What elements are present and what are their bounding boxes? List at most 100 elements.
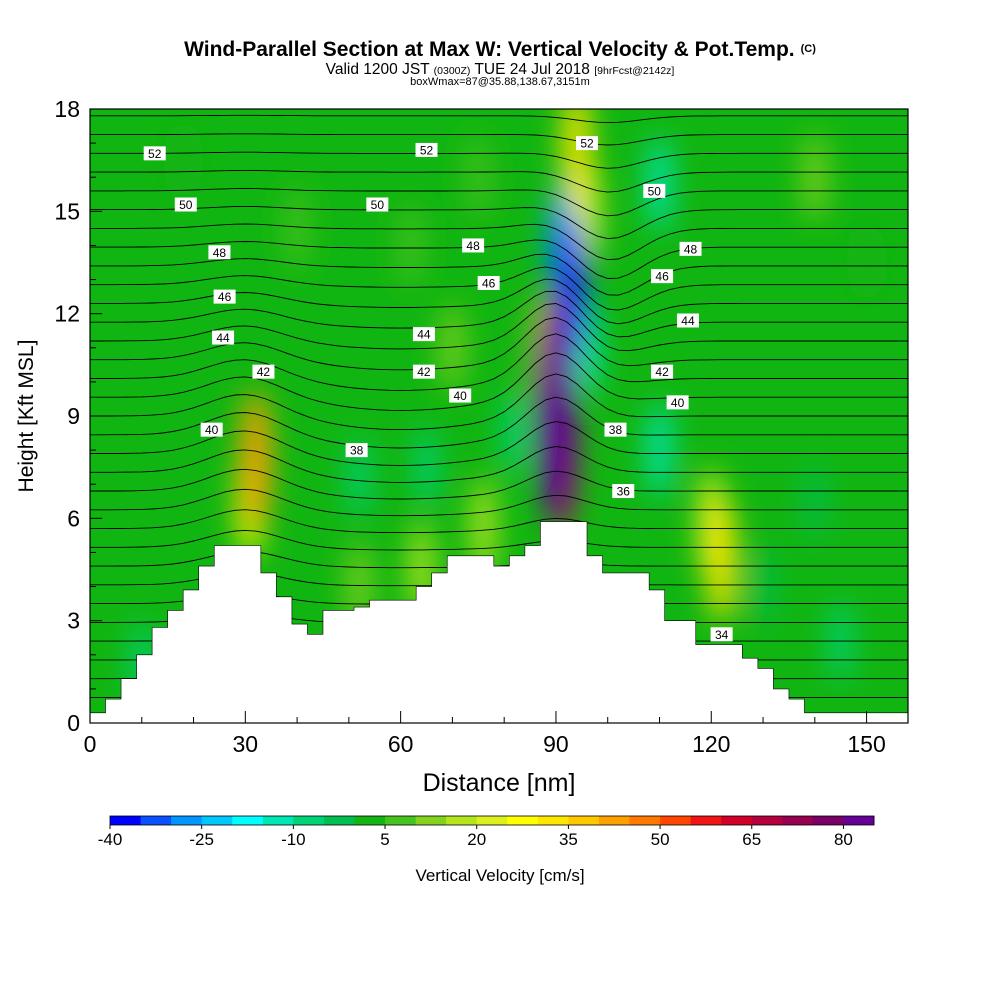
theta-label: 52 [143, 146, 166, 161]
theta-label-text: 44 [216, 331, 230, 345]
theta-label: 50 [643, 183, 666, 198]
theta-label-box [412, 327, 435, 342]
theta-label: 48 [208, 245, 231, 260]
theta-label-text: 52 [420, 143, 434, 157]
theta-label-text: 42 [257, 365, 271, 379]
colorbar-swatch [446, 816, 478, 825]
colorbar-tick-label: -25 [189, 830, 214, 849]
y-axis-label: Height [Kft MSL] [15, 340, 38, 493]
theta-label-box [604, 422, 627, 437]
colorbar-swatch [354, 816, 386, 825]
theta-contour-line [90, 188, 908, 217]
terrain-mask [89, 521, 909, 724]
y-tick-label: 0 [67, 710, 80, 736]
theta-label: 46 [651, 269, 674, 284]
theta-label: 40 [666, 395, 689, 410]
theta-label-box [666, 395, 689, 410]
velocity-blob [172, 121, 194, 199]
box-wmax-subtitle: boxWmax=87@35.88,138.67,3151m [410, 76, 590, 88]
theta-label-box [345, 443, 368, 458]
theta-label-box [415, 142, 438, 157]
colorbar-swatch [476, 816, 508, 825]
colorbar-swatch [415, 816, 447, 825]
colorbar-swatch [660, 816, 692, 825]
theta-label-text: 52 [148, 147, 162, 161]
theta-contour-line [90, 529, 908, 551]
colorbar-tick-label: 50 [651, 830, 670, 849]
theta-label-text: 34 [715, 628, 729, 642]
theta-label: 36 [612, 484, 635, 499]
theta-label-text: 38 [609, 423, 623, 437]
theta-label-box [412, 364, 435, 379]
velocity-blob [415, 426, 438, 508]
theta-label: 50 [174, 197, 197, 212]
x-tick-label: 120 [692, 731, 730, 757]
theta-contour-line [90, 303, 908, 352]
theta-label: 52 [415, 142, 438, 157]
theta-contour-line [90, 352, 908, 411]
colorbar-swatch [721, 816, 753, 825]
theta-label-text: 46 [218, 290, 232, 304]
theta-label: 44 [412, 327, 435, 342]
colorbar-swatch [782, 816, 814, 825]
theta-label: 48 [462, 238, 485, 253]
colorbar-swatch [201, 816, 233, 825]
theta-label-box [651, 269, 674, 284]
colorbar-label: Vertical Velocity [cm/s] [415, 866, 584, 885]
theta-label-text: 44 [681, 314, 695, 328]
theta-contour-line [90, 97, 908, 102]
colorbar-frame [109, 815, 875, 826]
colorbar-tick-label: -10 [281, 830, 306, 849]
theta-label: 50 [366, 197, 389, 212]
theta-contour-line [90, 421, 908, 466]
x-tick-label: 30 [233, 731, 259, 757]
theta-label: 42 [651, 364, 674, 379]
theta-label-text: 48 [466, 239, 480, 253]
theta-label-box [174, 197, 197, 212]
theta-label-text: 48 [684, 242, 698, 256]
theta-label-text: 36 [617, 485, 631, 499]
theta-label: 44 [212, 330, 235, 345]
theta-label: 42 [252, 364, 275, 379]
theta-contour-line [90, 133, 908, 146]
theta-contour-line [90, 446, 908, 483]
velocity-blob [240, 389, 271, 532]
colorbar-swatch [323, 816, 355, 825]
theta-label-text: 48 [213, 246, 227, 260]
colorbar-swatch [537, 816, 569, 825]
y-tick-label: 3 [67, 608, 80, 634]
colorbar-swatch [812, 816, 844, 825]
y-tick-label: 18 [54, 96, 80, 122]
theta-contour-line [90, 205, 908, 240]
x-tick-label: 60 [388, 731, 414, 757]
x-tick-label: 90 [543, 731, 569, 757]
colorbar-swatch [568, 816, 600, 825]
theta-contour-line [90, 253, 908, 296]
theta-contour-line [90, 373, 908, 431]
colorbar-swatch [140, 816, 172, 825]
velocity-blob [804, 462, 826, 540]
velocity-blob [707, 495, 736, 624]
theta-label: 48 [679, 241, 702, 256]
x-axis: 0 30 60 90 120 150 [84, 711, 886, 757]
velocity-blob [562, 109, 591, 214]
plot-area: 52 52 52 50 50 50 48 48 48 46 46 46 44 44 44 42 42 42 40 40… [89, 97, 909, 724]
theta-label-box [710, 627, 733, 642]
chart-title: Wind-Parallel Section at Max W: Vertical… [184, 38, 816, 61]
theta-label: 46 [477, 275, 500, 290]
velocity-blob [503, 389, 526, 478]
colorbar: -40 -25 -10 5 20 35 50 65 80 [98, 815, 875, 849]
theta-contour-line [90, 169, 908, 193]
colorbar-swatch [110, 816, 141, 825]
theta-label-box [676, 313, 699, 328]
theta-label-box [576, 136, 599, 151]
velocity-blob [441, 303, 464, 392]
theta-label: 52 [576, 136, 599, 151]
theta-label: 38 [345, 443, 368, 458]
theta-label-text: 50 [648, 184, 662, 198]
theta-label-box [462, 238, 485, 253]
theta-label: 44 [676, 313, 699, 328]
velocity-blob [647, 402, 672, 498]
copyright-mark: (C) [800, 43, 816, 55]
